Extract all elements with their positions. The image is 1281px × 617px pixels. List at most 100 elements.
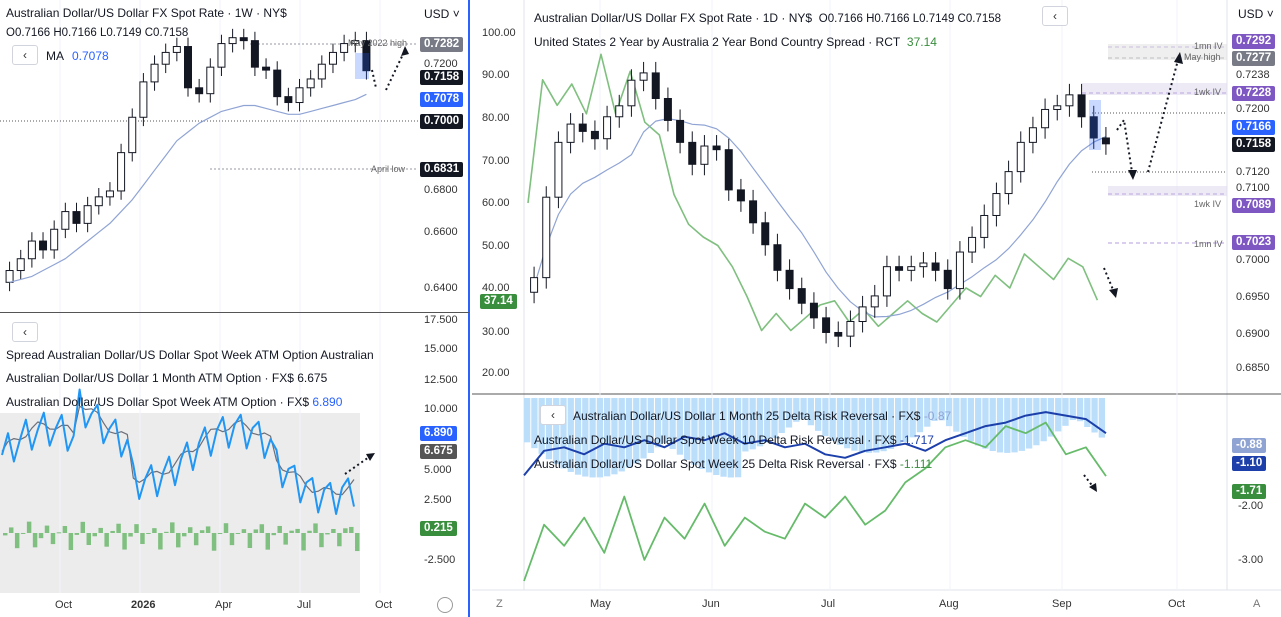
rr-1m-bar bbox=[807, 398, 814, 426]
rr-1m-bar bbox=[589, 398, 596, 478]
candle-body bbox=[16, 258, 25, 272]
rr-y-tick: -3.00 bbox=[1238, 554, 1264, 566]
badge-1m-atm: 6.675 bbox=[420, 444, 457, 459]
rr-1m-bar bbox=[815, 398, 822, 431]
auto-scale-a-icon[interactable]: A bbox=[1253, 598, 1261, 610]
candle-body bbox=[980, 214, 989, 238]
rr-1m-bar bbox=[698, 398, 705, 469]
left-y-tick: 80.00 bbox=[482, 112, 510, 124]
rr-1m-bar bbox=[524, 398, 531, 443]
spread-bar bbox=[3, 533, 8, 536]
left-y-tick: 20.00 bbox=[482, 367, 510, 379]
candle-body bbox=[797, 288, 806, 304]
candle-body bbox=[1028, 127, 1037, 143]
rr-1m-bar bbox=[662, 398, 669, 444]
currency-selector[interactable]: USD ˅ bbox=[1238, 7, 1274, 21]
rr-1m-bar bbox=[851, 398, 858, 451]
spread-bar bbox=[98, 527, 103, 533]
candle-body bbox=[27, 240, 36, 260]
rr-1m-bar bbox=[800, 398, 807, 420]
ma-line bbox=[533, 117, 1107, 318]
x-tick: May bbox=[590, 598, 611, 610]
candle-body bbox=[846, 321, 855, 337]
level-label-may-high: May high bbox=[1184, 52, 1221, 62]
x-tick: Apr bbox=[215, 599, 233, 611]
rr-1m-bar bbox=[916, 398, 924, 433]
candle-body bbox=[724, 149, 733, 191]
spread-bar bbox=[325, 533, 330, 535]
candle-body bbox=[530, 277, 539, 293]
rr-1m-bar bbox=[902, 398, 909, 442]
settings-gear-icon[interactable] bbox=[437, 597, 453, 613]
candle-body bbox=[83, 205, 92, 224]
candle-body bbox=[362, 40, 371, 72]
rr-1m-bar bbox=[887, 398, 895, 449]
right-y-tick: 0.7120 bbox=[1236, 166, 1270, 178]
arrow-head bbox=[1089, 483, 1097, 492]
rr-1m-bar bbox=[764, 398, 771, 443]
candle-body bbox=[834, 331, 843, 337]
candle-body bbox=[1065, 94, 1074, 107]
candle-body bbox=[340, 43, 349, 53]
options-vol-panel[interactable]: ‹ Spread Australian Dollar/US Dollar Spo… bbox=[0, 312, 470, 617]
level-label-1mn-iv: 1mn IV bbox=[1194, 239, 1223, 249]
chevron-left-icon: ‹ bbox=[23, 48, 27, 62]
x-tick: Oct bbox=[55, 599, 73, 611]
rr-1m-bar bbox=[931, 398, 938, 421]
spread-bar bbox=[20, 532, 26, 534]
collapse-button[interactable]: ‹ bbox=[12, 322, 38, 342]
rr-1m-bar bbox=[684, 398, 691, 460]
x-tick: Oct bbox=[1168, 598, 1186, 610]
rr-1m-bar bbox=[705, 398, 713, 473]
candle-body bbox=[566, 123, 575, 143]
collapse-button[interactable]: ‹ bbox=[540, 405, 566, 425]
rr-1m-bar bbox=[924, 398, 931, 427]
candle-body bbox=[273, 69, 282, 98]
candle-body bbox=[206, 66, 215, 95]
rr-badge-week-25d: -1.71 bbox=[1232, 484, 1267, 499]
spread-bar bbox=[122, 533, 127, 550]
weekly-candlestick-plot bbox=[0, 0, 418, 312]
spread-bar bbox=[182, 533, 187, 537]
rr-1m-bar bbox=[749, 398, 756, 450]
spread-bar bbox=[259, 524, 265, 533]
candle-body bbox=[651, 72, 660, 99]
rr-badge-week-10d: -1.10 bbox=[1232, 456, 1267, 471]
zoom-z-icon[interactable]: Z bbox=[496, 598, 503, 610]
candle-body bbox=[217, 43, 226, 68]
arrow-head bbox=[1128, 170, 1137, 180]
candle-body bbox=[306, 78, 315, 89]
daily-chart-panel[interactable]: Australian Dollar/US Dollar FX Spot Rate… bbox=[472, 0, 1281, 617]
spread-bar bbox=[229, 533, 235, 546]
chevron-left-icon: ‹ bbox=[23, 325, 27, 339]
spread-bar bbox=[187, 527, 193, 533]
x-tick: Jun bbox=[702, 598, 720, 610]
candle-body bbox=[1077, 94, 1086, 118]
weekly-ohlc: O0.7166 H0.7166 L0.7149 C0.7158 bbox=[6, 27, 189, 39]
price-badge-last: 0.7158 bbox=[420, 70, 464, 85]
currency-selector[interactable]: USD ˅ bbox=[424, 7, 460, 21]
right-y-tick: 0.7200 bbox=[1236, 103, 1270, 115]
chevron-down-icon: ˅ bbox=[1266, 7, 1274, 21]
candle-body bbox=[128, 116, 137, 154]
spread-bar bbox=[62, 526, 68, 533]
rr-1m-bar bbox=[785, 398, 793, 428]
rr-1m-bar bbox=[538, 398, 545, 454]
y-tick: 10.000 bbox=[424, 403, 458, 415]
collapse-button[interactable]: ‹ bbox=[12, 45, 38, 65]
candle-body bbox=[542, 196, 551, 279]
rr-1m-bar bbox=[1011, 398, 1018, 453]
dotted-arrow bbox=[385, 49, 406, 91]
candle-body bbox=[968, 236, 977, 253]
collapse-button[interactable]: ‹ bbox=[1042, 6, 1068, 26]
rr-badge-1m-25d: -0.88 bbox=[1232, 438, 1267, 453]
rr-1m-bar bbox=[604, 398, 611, 477]
candle-body bbox=[1089, 116, 1098, 139]
dotted-arrow bbox=[1103, 267, 1115, 293]
right-y-tick: 0.7000 bbox=[1236, 254, 1270, 266]
rr-1m-bar bbox=[574, 398, 582, 475]
spread-bar bbox=[164, 531, 169, 533]
candle-body bbox=[712, 145, 721, 151]
daily-chart-plot bbox=[472, 0, 1281, 591]
weekly-chart-panel[interactable]: Australian Dollar/US Dollar FX Spot Rate… bbox=[0, 0, 470, 312]
